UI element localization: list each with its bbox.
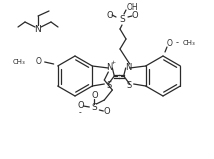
Text: CH₃: CH₃ [13,59,26,65]
Text: O: O [107,10,113,20]
Text: CH₃: CH₃ [183,40,196,46]
Text: OH: OH [127,3,139,13]
Text: O: O [167,39,173,48]
Text: -: - [79,108,82,118]
Text: N: N [35,24,41,34]
Text: O: O [132,11,138,21]
Text: +: + [111,61,116,66]
Text: -: - [175,38,178,48]
Text: S: S [91,104,97,113]
Text: N: N [106,62,113,72]
Text: O: O [103,107,110,115]
Text: N: N [125,62,132,72]
Text: S: S [107,80,112,90]
Text: S: S [119,14,125,24]
Text: O: O [91,91,98,100]
Text: O: O [77,100,84,110]
Text: S: S [126,80,131,90]
Text: O: O [36,58,42,66]
